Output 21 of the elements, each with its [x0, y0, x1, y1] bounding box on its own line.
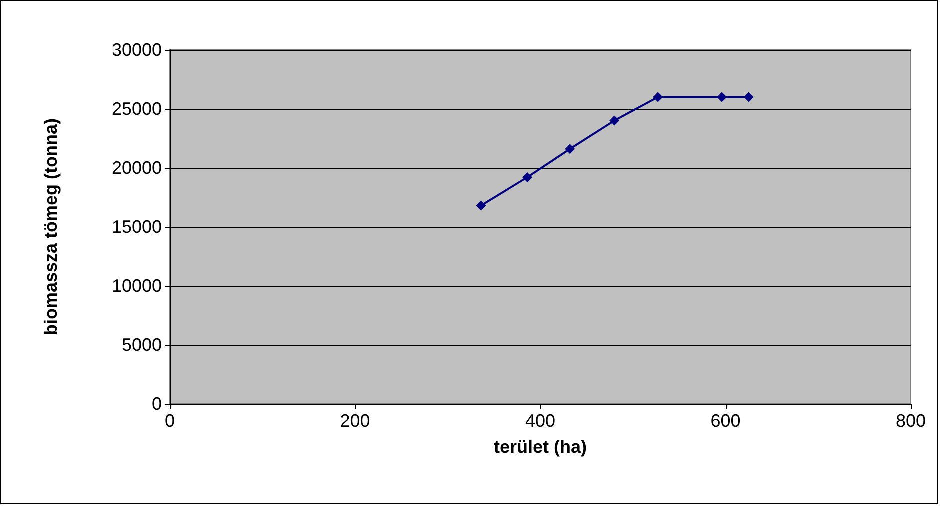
y-axis-title: biomassza tömeg (tonna) [41, 118, 61, 336]
y-tick-label: 25000 [112, 99, 162, 119]
point [744, 92, 754, 102]
point [522, 172, 533, 182]
x-tick-label: 0 [164, 411, 176, 431]
x-tick-label: 800 [896, 411, 926, 431]
y-tick-label: 0 [152, 394, 162, 414]
point [653, 92, 664, 102]
y-tick-label: 15000 [112, 217, 162, 237]
y-tick-label: 10000 [112, 276, 162, 296]
y-tick-label: 5000 [122, 335, 162, 355]
x-tick-label: 200 [340, 411, 370, 431]
point [610, 116, 620, 126]
point [565, 144, 576, 154]
point [717, 92, 728, 102]
x-axis-title: terület (ha) [494, 437, 588, 457]
x-tick-label: 600 [710, 411, 741, 431]
x-tick-label: 400 [525, 411, 556, 431]
point [476, 200, 486, 211]
y-tick-label: 20000 [112, 158, 162, 178]
y-tick-label: 30000 [112, 40, 162, 60]
